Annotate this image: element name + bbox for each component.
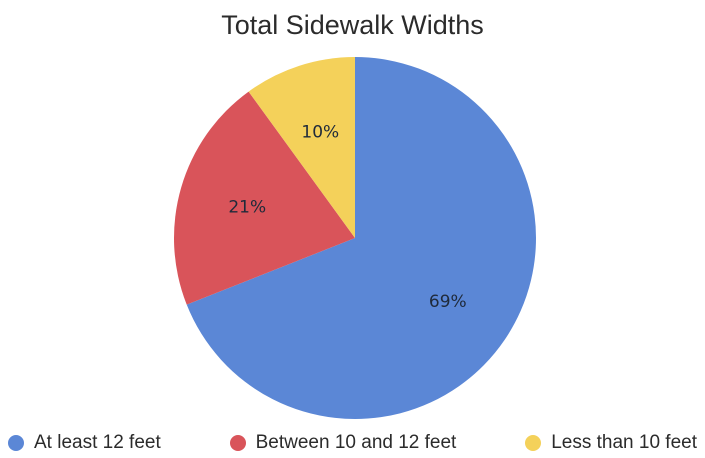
pie-slice-between-10-and-12-feet — [173, 91, 355, 305]
legend-item-between-10-and-12-feet: Between 10 and 12 feet — [229, 432, 457, 454]
legend: At least 12 feet Between 10 and 12 feet … — [0, 430, 705, 456]
pie-slice-less-than-10-feet — [248, 57, 355, 238]
legend-label: Between 10 and 12 feet — [255, 432, 457, 453]
chart-title: Total Sidewalk Widths — [221, 10, 484, 40]
slice-value-label: 69% — [429, 292, 467, 312]
legend-swatch-yellow — [525, 435, 542, 451]
legend-swatch-red — [229, 435, 246, 451]
slice-value-label: 10% — [301, 122, 339, 142]
slice-value-label: 21% — [228, 198, 266, 218]
legend-item-less-than-10-feet: Less than 10 feet — [525, 432, 697, 454]
legend-item-at-least-12-feet: At least 12 feet — [8, 432, 161, 454]
legend-label: At least 12 feet — [34, 432, 161, 453]
legend-swatch-blue — [8, 435, 24, 451]
pie-slice-at-least-12-feet — [186, 57, 536, 419]
legend-label: Less than 10 feet — [551, 432, 697, 453]
